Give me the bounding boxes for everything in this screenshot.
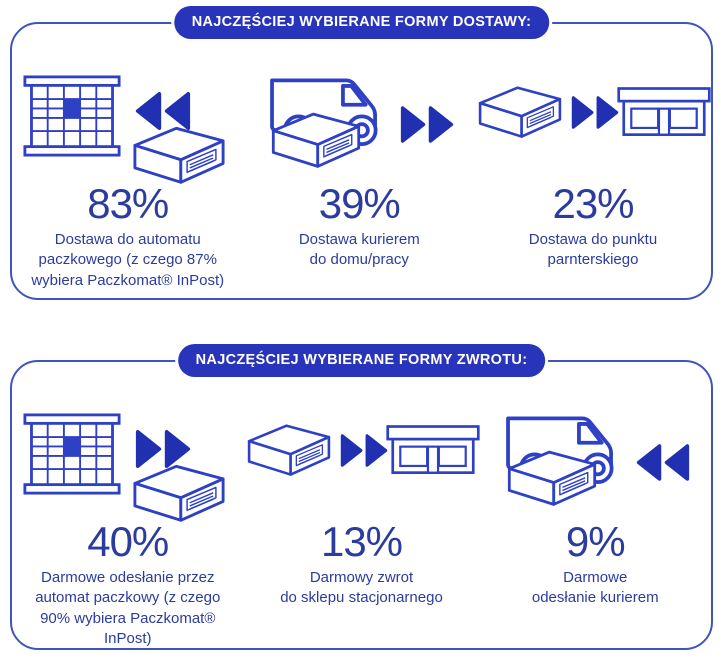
- double-arrow-left-icon: [636, 442, 690, 483]
- delivery-partner-illustration: [475, 58, 711, 178]
- stat-value: 39%: [318, 180, 401, 227]
- stat-label: Dostawa kurierem do domu/pracy: [298, 231, 420, 269]
- stat-value: 40%: [87, 518, 169, 565]
- delivery-header-badge: NAJCZĘŚCIEJ WYBIERANE FORMY DOSTAWY:: [173, 6, 550, 39]
- stat-return-store: 13% Darmowy zwrot do sklepu stacjonarneg…: [244, 396, 480, 649]
- package-icon: [129, 122, 229, 185]
- stat-value: 23%: [552, 180, 634, 227]
- double-arrow-right-icon: [571, 94, 619, 131]
- package-icon: [244, 420, 334, 477]
- stat-label: Dostawa do punktu parnterskiego: [528, 231, 658, 269]
- stat-value: 13%: [320, 518, 403, 565]
- stat-label: Darmowy zwrot do sklepu stacjonarnego: [280, 569, 443, 607]
- stat-return-parcel-locker: 40% Darmowe odesłanie przez automat pacz…: [12, 396, 244, 649]
- stat-label: Dostawa do automatu paczkowego (z czego …: [31, 231, 225, 289]
- stat-delivery-partner-point: 23% Dostawa do punktu parnterskiego: [475, 58, 711, 291]
- stat-delivery-courier: 39% Dostawa kurierem do domu/pracy: [244, 58, 476, 291]
- delivery-panel: NAJCZĘŚCIEJ WYBIERANE FORMY DOSTAWY: 83%…: [10, 6, 713, 300]
- parcel-locker-icon: [23, 410, 121, 498]
- returns-panel: NAJCZĘŚCIEJ WYBIERANE FORMY ZWROTU: 40% …: [10, 344, 713, 650]
- stat-label: Darmowe odesłanie kurierem: [531, 569, 659, 607]
- stat-return-courier: 9% Darmowe odesłanie kurierem: [480, 396, 712, 649]
- returns-header-text: NAJCZĘŚCIEJ WYBIERANE FORMY ZWROTU:: [195, 352, 528, 368]
- delivery-header-text: NAJCZĘŚCIEJ WYBIERANE FORMY DOSTAWY:: [191, 14, 532, 30]
- return-courier-illustration: [496, 396, 694, 516]
- returns-header-badge: NAJCZĘŚCIEJ WYBIERANE FORMY ZWROTU:: [177, 344, 546, 377]
- store-icon: [617, 86, 711, 138]
- returns-stats-row: 40% Darmowe odesłanie przez automat pacz…: [12, 362, 711, 649]
- stat-delivery-parcel-locker: 83% Dostawa do automatu paczkowego (z cz…: [12, 58, 244, 291]
- delivery-courier-illustration: [260, 58, 458, 178]
- return-store-illustration: [244, 396, 480, 516]
- stat-value: 83%: [87, 180, 169, 227]
- double-arrow-right-icon: [340, 432, 388, 469]
- delivery-locker-illustration: [21, 58, 235, 178]
- store-icon: [386, 424, 480, 476]
- package-icon: [129, 460, 229, 523]
- package-icon: [475, 82, 565, 139]
- package-icon: [268, 108, 364, 169]
- return-locker-illustration: [21, 396, 235, 516]
- double-arrow-right-icon: [400, 104, 454, 145]
- stat-value: 9%: [565, 518, 626, 565]
- package-icon: [504, 446, 600, 507]
- stat-label: Darmowe odesłanie przez automat paczkowy…: [35, 569, 221, 647]
- delivery-stats-row: 83% Dostawa do automatu paczkowego (z cz…: [12, 24, 711, 291]
- parcel-locker-icon: [23, 72, 121, 160]
